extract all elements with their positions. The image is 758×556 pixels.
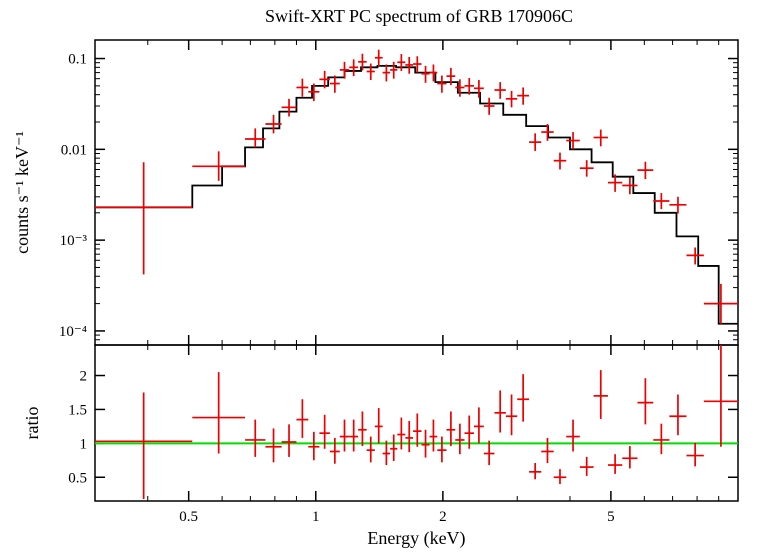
y-top-axis-label: counts s⁻¹ keV⁻¹ [12,131,32,254]
chart-svg: Swift-XRT PC spectrum of GRB 170906C 0.5 1… [0,0,758,556]
y-top-tick-label: 0.01 [61,142,87,158]
y-top-tick-label: 10⁻⁴ [59,324,87,340]
y-bot-tick-label: 1 [80,436,88,452]
y-bot-tick-label: 2 [80,369,88,385]
x-tick-label: 2 [439,509,447,525]
y-bot-tick-label: 0.5 [68,470,87,486]
y-top-tick-label: 0.1 [68,52,87,68]
chart-title: Swift-XRT PC spectrum of GRB 170906C [265,6,573,26]
x-tick-label: 1 [312,509,320,525]
x-axis-label: Energy (keV) [367,528,465,549]
y-bot-tick-label: 1.5 [68,402,87,418]
model-step-line [95,66,738,324]
y-bot-axis-label: ratio [22,407,42,440]
spectrum-chart: Swift-XRT PC spectrum of GRB 170906C 0.5 1… [0,0,758,556]
x-tick-label: 0.5 [179,509,198,525]
y-top-tick-label: 10⁻³ [60,233,88,249]
x-tick-label: 5 [607,509,615,525]
